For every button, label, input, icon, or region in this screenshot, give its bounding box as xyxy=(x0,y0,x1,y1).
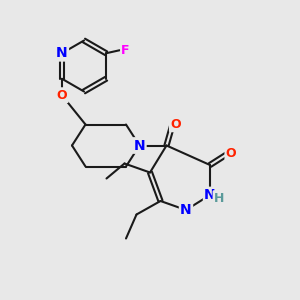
Text: N: N xyxy=(180,203,192,217)
Text: H: H xyxy=(214,191,224,205)
Text: O: O xyxy=(226,146,236,160)
Text: O: O xyxy=(170,118,181,131)
Text: N: N xyxy=(56,46,68,60)
Text: N: N xyxy=(134,139,145,152)
Text: F: F xyxy=(121,44,130,57)
Text: O: O xyxy=(57,89,67,102)
Text: N: N xyxy=(204,188,216,202)
Text: O: O xyxy=(57,89,67,102)
